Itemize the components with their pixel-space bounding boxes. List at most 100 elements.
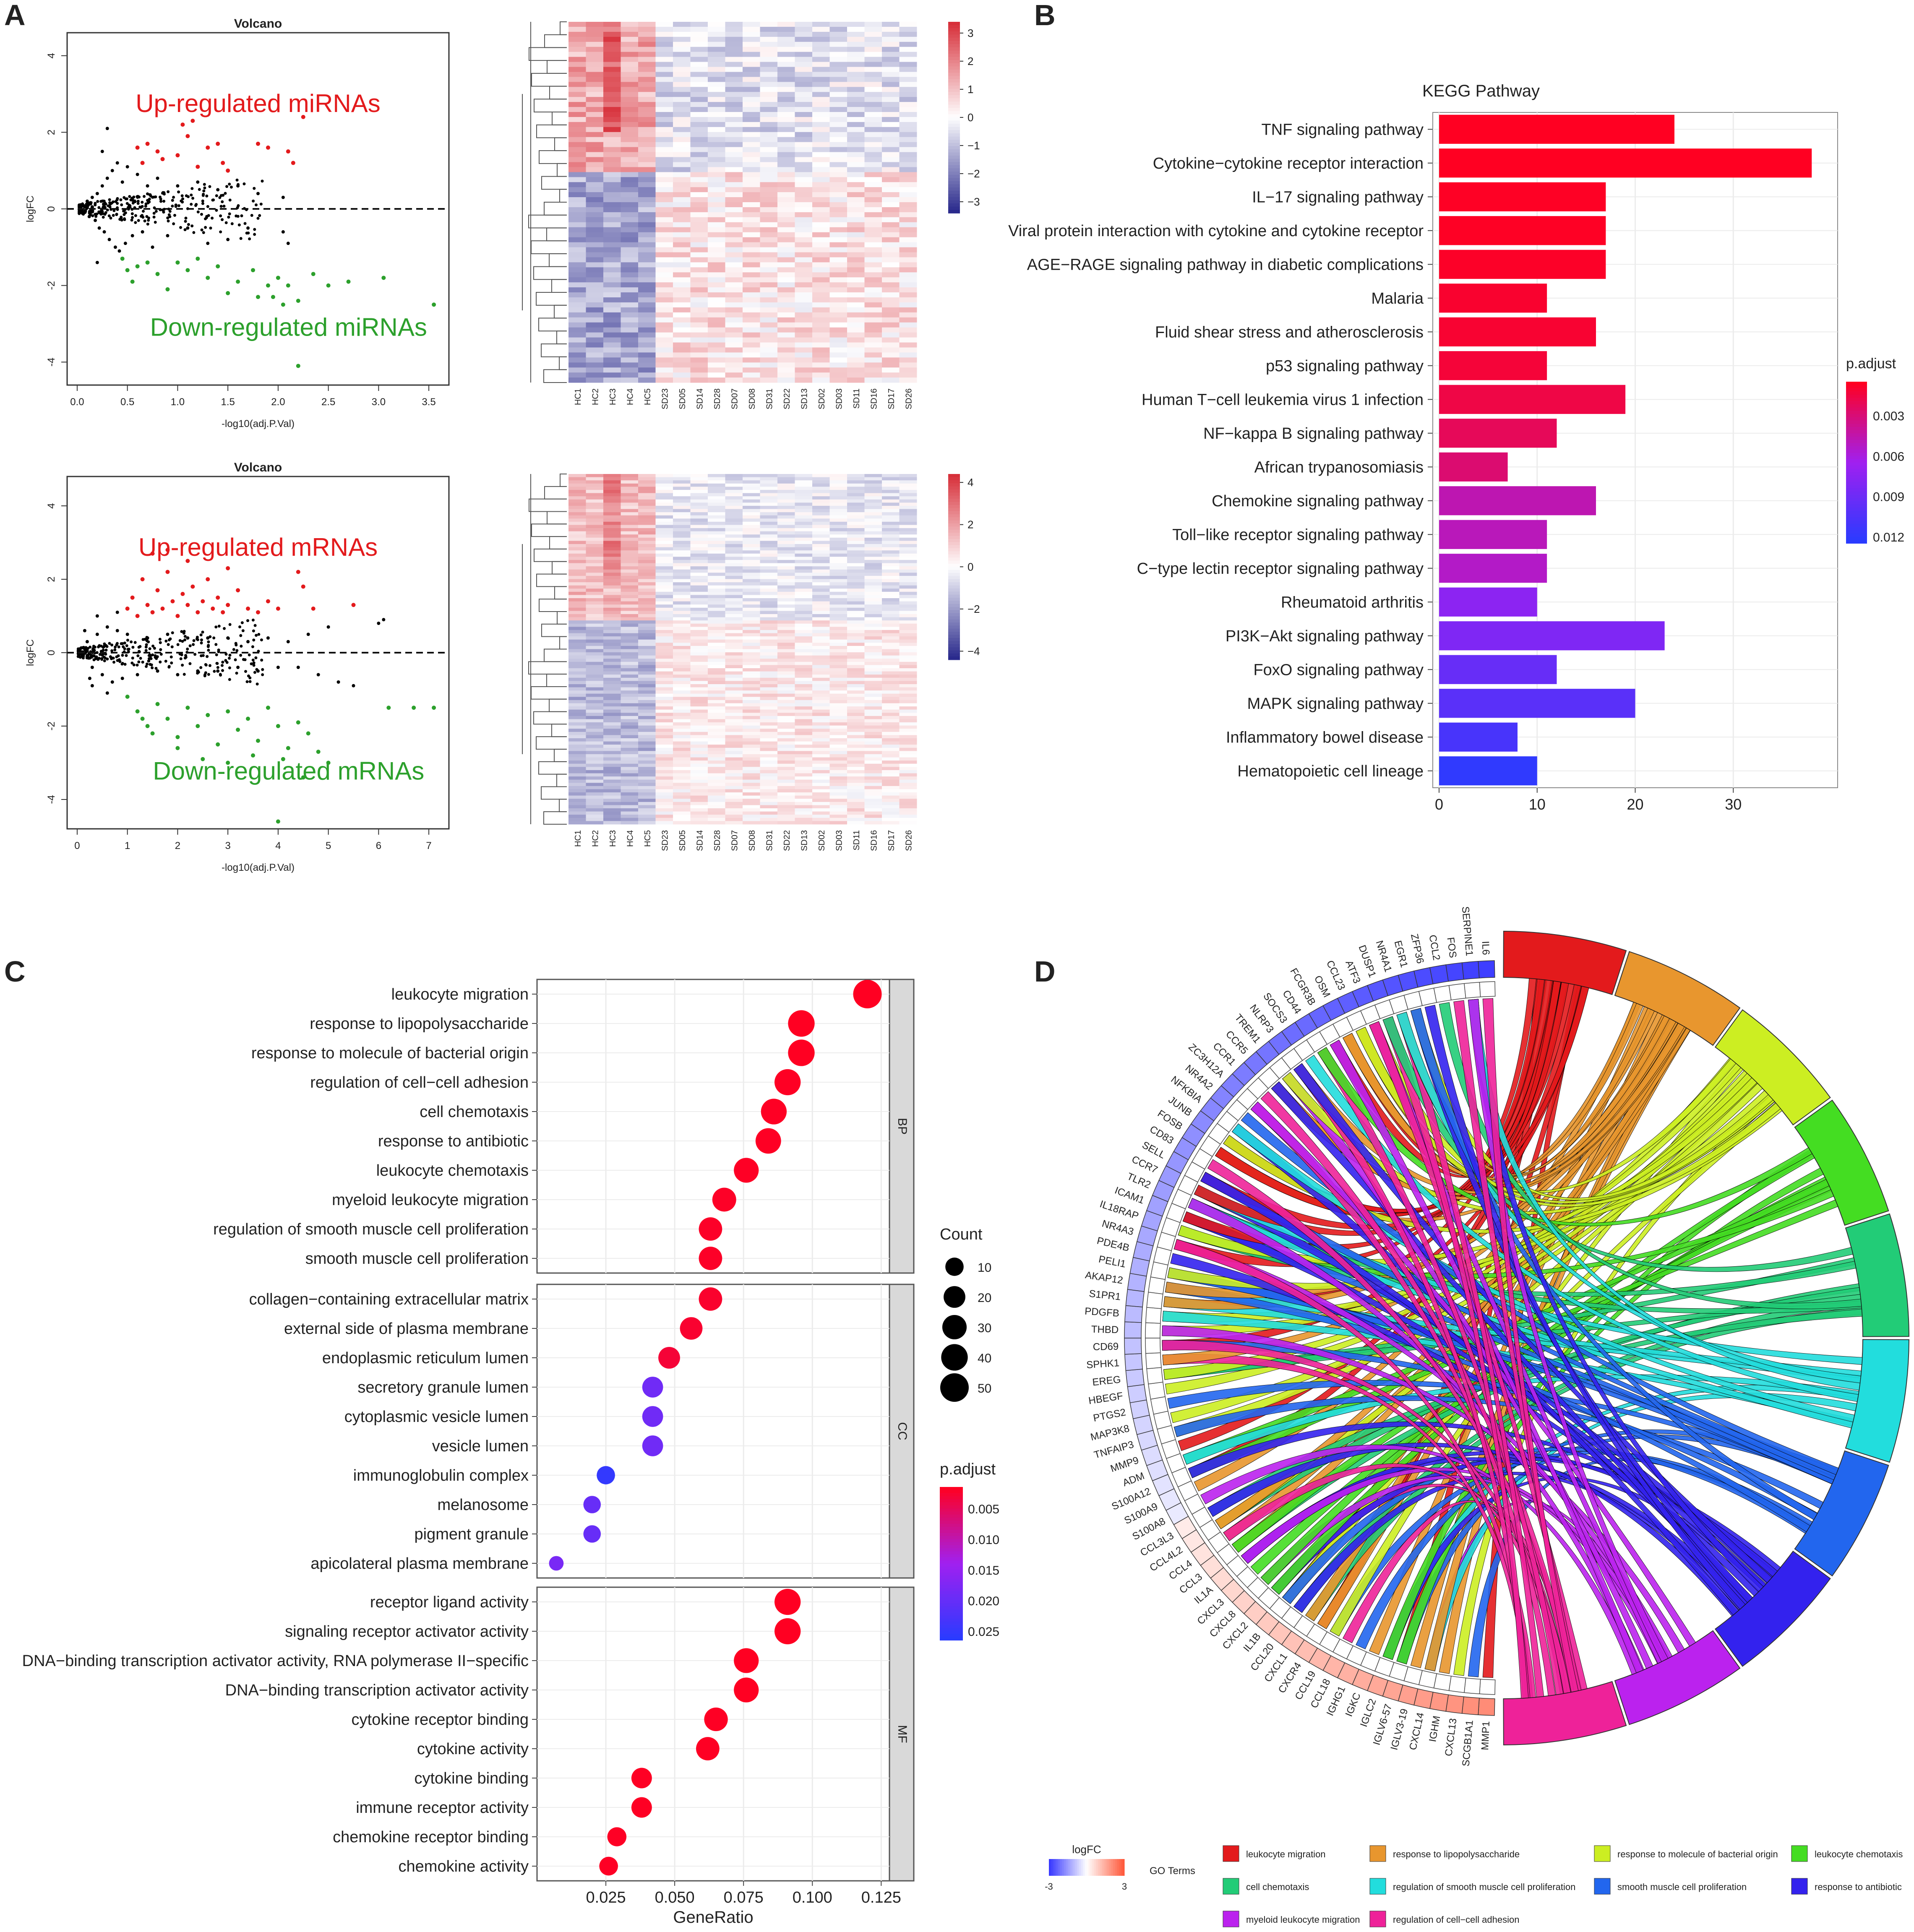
point-down	[175, 735, 180, 739]
heatmap-cell	[812, 332, 830, 338]
heatmap-cell	[760, 247, 778, 253]
x-tick-label: 2.0	[271, 396, 285, 408]
heatmap-cell	[847, 805, 865, 809]
heatmap-cell	[690, 665, 708, 669]
heatmap-cell	[899, 509, 917, 513]
heatmap-cell	[655, 652, 673, 656]
heatmap-cell	[743, 668, 760, 672]
heatmap-cell	[725, 212, 743, 218]
heatmap-cell	[829, 729, 847, 732]
heatmap-cell	[568, 92, 586, 97]
heatmap-cell	[760, 633, 778, 637]
point-down	[125, 268, 130, 273]
point-ns	[316, 673, 320, 677]
heatmap-cell	[743, 480, 760, 484]
heatmap-cell	[777, 252, 795, 258]
heatmap-cell	[829, 573, 847, 576]
heatmap-cell	[603, 646, 621, 649]
heatmap-cell	[795, 786, 813, 789]
heatmap-cell	[899, 217, 917, 223]
heatmap-cell	[655, 659, 673, 662]
heatmap-cell	[864, 773, 882, 777]
heatmap-cell	[899, 697, 917, 700]
point-ns-dense	[128, 203, 131, 207]
heatmap-cell	[638, 499, 656, 503]
point-ns-dense	[219, 230, 222, 234]
heatmap-cell	[847, 636, 865, 640]
heatmap-cell	[621, 505, 639, 509]
point-ns-dense	[88, 211, 91, 215]
heatmap-cell	[638, 595, 656, 599]
heatmap-cell	[777, 786, 795, 789]
heatmap-cell	[603, 483, 621, 487]
heatmap-cell	[638, 262, 656, 268]
heatmap-cell	[829, 614, 847, 618]
heatmap-cell	[812, 725, 830, 729]
heatmap-cell	[812, 277, 830, 283]
heatmap-column-label: SD16	[869, 388, 879, 409]
heatmap-cell	[568, 192, 586, 198]
heatmap-cell	[621, 490, 639, 494]
heatmap-cell	[725, 152, 743, 157]
heatmap-cell	[882, 591, 900, 595]
heatmap-cell	[882, 352, 900, 358]
heatmap-cell	[743, 172, 760, 177]
colorbar-tick-label: −4	[967, 645, 980, 657]
heatmap-cell	[690, 614, 708, 618]
point-ns-dense	[115, 642, 119, 645]
heatmap-cell	[690, 207, 708, 213]
heatmap-cell	[725, 795, 743, 799]
point-ns-dense	[136, 202, 140, 205]
heatmap-cell	[673, 157, 691, 162]
heatmap-cell	[603, 547, 621, 551]
heatmap-cell	[586, 342, 604, 348]
point-ns	[156, 176, 159, 180]
colorbar-segment	[948, 95, 960, 99]
heatmap-cell	[777, 760, 795, 764]
heatmap-cell	[847, 192, 865, 198]
heatmap-cell	[586, 627, 604, 630]
point-up	[311, 607, 316, 611]
heatmap-cell	[638, 474, 656, 478]
heatmap-cell	[655, 282, 673, 288]
heatmap-cell	[760, 499, 778, 503]
heatmap-cell	[673, 262, 691, 268]
heatmap-cell	[795, 789, 813, 793]
heatmap-cell	[899, 97, 917, 102]
heatmap-cell	[847, 122, 865, 128]
heatmap-cell	[655, 172, 673, 177]
heatmap-cell	[655, 537, 673, 541]
heatmap-cell	[882, 751, 900, 755]
point-ns-dense	[154, 210, 158, 213]
point-down	[432, 302, 436, 307]
heatmap-cell	[673, 378, 691, 383]
heatmap-cell	[638, 716, 656, 719]
heatmap-cell	[621, 687, 639, 691]
heatmap-cell	[864, 770, 882, 774]
heatmap-cell	[638, 557, 656, 560]
heatmap-cell	[812, 722, 830, 726]
heatmap-cell	[847, 550, 865, 554]
heatmap-cell	[864, 611, 882, 614]
heatmap-cell	[708, 490, 725, 494]
heatmap-cell	[638, 518, 656, 522]
heatmap-cell	[743, 811, 760, 815]
heatmap-cell	[673, 367, 691, 373]
heatmap-cell	[708, 575, 725, 579]
legend-segment	[1846, 514, 1867, 518]
heatmap-cell	[725, 272, 743, 278]
heatmap-cell	[690, 36, 708, 42]
point-ns-dense	[180, 630, 183, 633]
kegg-bar	[1439, 554, 1547, 583]
heatmap-cell	[899, 525, 917, 529]
heatmap-cell	[743, 754, 760, 758]
heatmap-cell	[795, 480, 813, 484]
heatmap-cell	[586, 534, 604, 538]
heatmap-cell	[812, 799, 830, 802]
heatmap-cell	[777, 307, 795, 313]
heatmap-cell	[882, 505, 900, 509]
heatmap-cell	[777, 557, 795, 560]
heatmap-cell	[777, 591, 795, 595]
heatmap-cell	[655, 327, 673, 333]
